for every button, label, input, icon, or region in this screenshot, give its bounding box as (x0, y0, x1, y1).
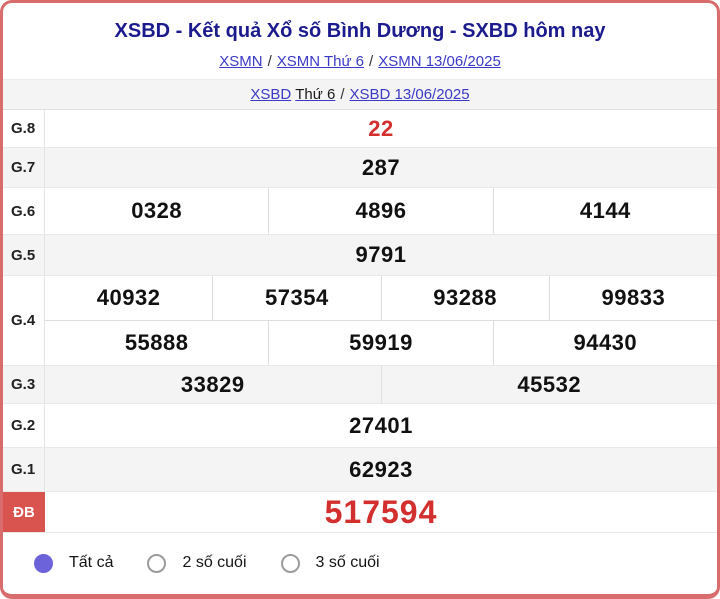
breadcrumb-xsbd: XSBD Thứ 6/XSBD 13/06/2025 (3, 79, 717, 110)
prize-subrow: 9791 (45, 235, 717, 275)
breadcrumb-link-xsbd-label: XSBD (250, 85, 292, 103)
prize-subrow: 33829 45532 (45, 366, 717, 403)
prize-number: 9791 (355, 242, 407, 267)
radio-icon[interactable] (147, 553, 167, 573)
prize-number: 57354 (212, 276, 380, 320)
results-table: G.8 22 G.7 287 G.6 0328 4896 4144 G.5 9791 G.4 4093… (3, 110, 717, 533)
result-row-g1: G.1 62923 (3, 448, 717, 492)
prize-row-content: 9791 (45, 235, 717, 275)
prize-row-content: 40932 57354 93288 99833 55888 59919 94430 (45, 276, 717, 365)
prize-number: 4896 (268, 188, 492, 234)
result-row-g2: G.2 27401 (3, 404, 717, 448)
prize-number: 33829 (180, 371, 245, 397)
prize-subrow: 0328 4896 4144 (45, 188, 717, 234)
prize-label: G.2 (3, 404, 45, 447)
prize-subrow: 287 (45, 148, 717, 187)
prize-label: G.8 (3, 110, 45, 147)
prize-number: 27401 (349, 412, 413, 438)
prize-number: 517594 (324, 493, 438, 530)
prize-subrow: 62923 (45, 448, 717, 491)
prize-number: 62923 (349, 456, 413, 482)
prize-row-content: 287 (45, 148, 717, 187)
radio-icon[interactable] (280, 553, 300, 573)
result-row-g7: G.7 287 (3, 148, 717, 188)
result-row-đb: ĐB 517594 (3, 492, 717, 533)
result-row-g4: G.4 40932 57354 93288 99833 55888 59919 94430 (3, 276, 717, 366)
prize-label: G.6 (3, 188, 45, 234)
prize-subrow: 55888 59919 94430 (45, 320, 717, 365)
filter-option-last3[interactable]: 3 số cuối (280, 553, 380, 573)
filter-option-label: 2 số cuối (182, 554, 247, 571)
prize-subrow: 517594 (45, 492, 717, 532)
breadcrumb-link-xsmn-day[interactable]: XSMN Thứ 6 (276, 53, 365, 70)
filter-option-label: Tất cả (69, 554, 114, 571)
page-header: XSBD - Kết quả Xổ số Bình Dương - SXBD h… (3, 3, 717, 110)
prize-row-content: 27401 (45, 404, 717, 447)
prize-number: 99833 (548, 276, 717, 320)
prize-row-content: 22 (45, 110, 717, 147)
prize-row-content: 33829 45532 (45, 366, 717, 403)
prize-subrow: 40932 57354 93288 99833 (45, 276, 717, 320)
radio-icon[interactable] (34, 553, 53, 573)
prize-number: 94430 (492, 321, 717, 365)
breadcrumb-xsmn: XSMN / XSMN Thứ 6/XSMN 13/06/2025 (3, 52, 717, 72)
prize-number: 0328 (131, 198, 183, 223)
prize-number: 55888 (124, 330, 189, 355)
prize-subrow: 22 (45, 110, 717, 147)
prize-number: 40932 (96, 285, 161, 310)
prize-label: G.1 (3, 448, 45, 491)
prize-number: 287 (361, 154, 401, 180)
prize-label: G.4 (3, 276, 45, 365)
prize-number: 93288 (380, 276, 549, 320)
filter-bar: Tất cả 2 số cuối 3 số cuối (3, 533, 717, 593)
breadcrumb-separator: / (340, 85, 345, 103)
prize-subrow: 27401 (45, 404, 717, 447)
breadcrumb-separator: / (369, 53, 374, 70)
breadcrumb-link-xsmn-date[interactable]: XSMN 13/06/2025 (378, 53, 501, 70)
breadcrumb-link-xsbd-day[interactable]: XSBD Thứ 6 (250, 85, 335, 105)
prize-label: ĐB (3, 492, 45, 532)
prize-number: 59919 (268, 321, 492, 365)
prize-label: G.7 (3, 148, 45, 187)
filter-option-label: 3 số cuối (315, 554, 380, 571)
page-title: XSBD - Kết quả Xổ số Bình Dương - SXBD h… (114, 20, 606, 42)
prize-label: G.3 (3, 366, 45, 403)
result-row-g8: G.8 22 (3, 110, 717, 148)
breadcrumb-link-xsbd-date[interactable]: XSBD 13/06/2025 (349, 85, 470, 103)
prize-number: 22 (368, 115, 394, 141)
prize-row-content: 62923 (45, 448, 717, 491)
result-row-g5: G.5 9791 (3, 235, 717, 276)
filter-option-all[interactable]: Tất cả (34, 553, 114, 573)
prize-number: 45532 (380, 366, 718, 403)
prize-row-content: 517594 (45, 492, 717, 532)
breadcrumb-day-text: Thứ 6 (295, 85, 336, 103)
prize-row-content: 0328 4896 4144 (45, 188, 717, 234)
result-row-g3: G.3 33829 45532 (3, 366, 717, 404)
breadcrumb-separator: / (267, 53, 272, 70)
result-row-g6: G.6 0328 4896 4144 (3, 188, 717, 235)
breadcrumb-link-xsmn[interactable]: XSMN (219, 53, 263, 70)
prize-number: 4144 (492, 188, 717, 234)
prize-label: G.5 (3, 235, 45, 275)
filter-option-last2[interactable]: 2 số cuối (147, 553, 247, 573)
